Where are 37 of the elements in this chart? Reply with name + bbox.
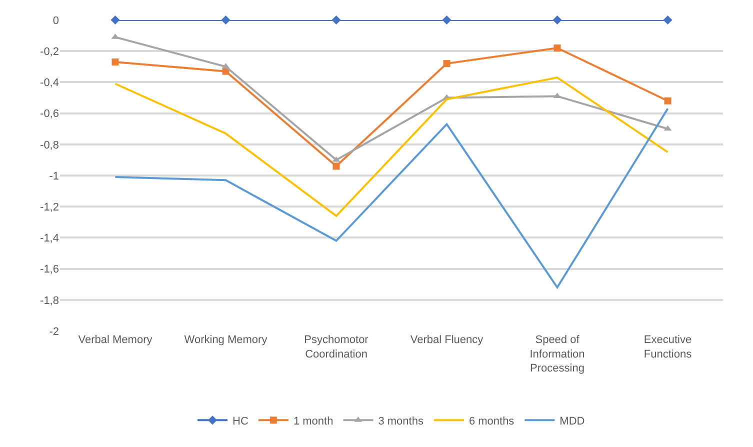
- legend-label: MDD: [560, 415, 585, 428]
- point: [552, 15, 562, 25]
- line-series: [114, 76, 669, 217]
- y-tick-label: -1,4: [40, 232, 59, 245]
- point: [664, 97, 672, 104]
- x-tick-label: Verbal Memory: [78, 334, 153, 346]
- y-tick-label: -1,8: [40, 294, 59, 307]
- legend-label: 3 months: [378, 415, 424, 428]
- x-tick-label: Verbal Fluency: [410, 334, 484, 346]
- y-tick-label: -1,2: [40, 201, 59, 214]
- point: [663, 15, 672, 25]
- point: [332, 156, 340, 162]
- legend-label: 1 month: [293, 415, 334, 428]
- point: [332, 15, 341, 25]
- legend-label: 6 months: [468, 415, 515, 428]
- point: [443, 60, 450, 68]
- x-tick-label: Executive Functions: [644, 334, 692, 360]
- line-series: [114, 108, 669, 288]
- point: [110, 15, 120, 25]
- point: [221, 15, 230, 25]
- x-tick-label: Psychomotor Coordination: [304, 334, 369, 360]
- y-tick-label: -0,6: [40, 108, 59, 120]
- x-tick-label: Working Memory: [184, 334, 268, 346]
- y-tick-label: -2: [49, 326, 59, 338]
- y-tick-label: -0,4: [40, 77, 59, 90]
- point: [332, 162, 340, 170]
- point: [664, 125, 672, 131]
- x-tick-label: Speed of Information Processing: [530, 334, 585, 375]
- y-tick-label: -1,6: [40, 264, 59, 276]
- point: [442, 15, 452, 25]
- legend-label: HC: [232, 415, 248, 428]
- point: [112, 58, 119, 66]
- point: [554, 44, 561, 52]
- y-tick-label: -0,2: [40, 46, 59, 58]
- y-tick-label: -0,8: [40, 139, 59, 152]
- y-tick-label: 0: [52, 14, 59, 27]
- y-tick-label: -1: [49, 170, 59, 182]
